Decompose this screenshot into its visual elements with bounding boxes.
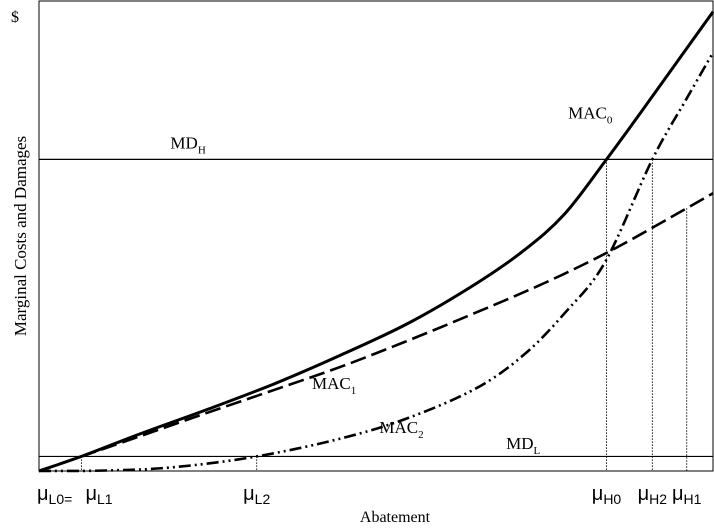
marginal-damage-lines [39,158,713,458]
series-mac2 [38,52,714,473]
curve-labels: MAC0 MAC1 MAC2 MDH MDL [170,104,612,457]
x-axis-label: Abatement [360,509,431,526]
label-mdh: MDH [170,134,205,157]
y-axis-unit: $ [11,9,19,26]
intersection-droplines [81,159,688,471]
x-tick-h2: μH2 [638,483,668,507]
mac-curves [38,10,714,473]
x-tick-l0: μL0= [37,483,72,507]
label-mac0: MAC0 [568,104,613,127]
x-tick-h0: μH0 [592,483,622,507]
label-mac1: MAC1 [312,374,356,397]
label-mdl: MDL [506,434,540,457]
y-axis-label: Marginal Costs and Damages [11,136,30,336]
x-tick-l2: μL2 [243,483,270,507]
series-mac0 [38,10,714,473]
plot-frame [38,0,714,472]
x-tick-l1: μL1 [85,483,112,507]
label-mac2: MAC2 [379,418,423,441]
x-tick-labels: μL0= μL1 μL2 μH0 μH2 μH1 [37,483,702,507]
x-tick-h1: μH1 [672,483,702,507]
series-mac1 [38,192,714,473]
